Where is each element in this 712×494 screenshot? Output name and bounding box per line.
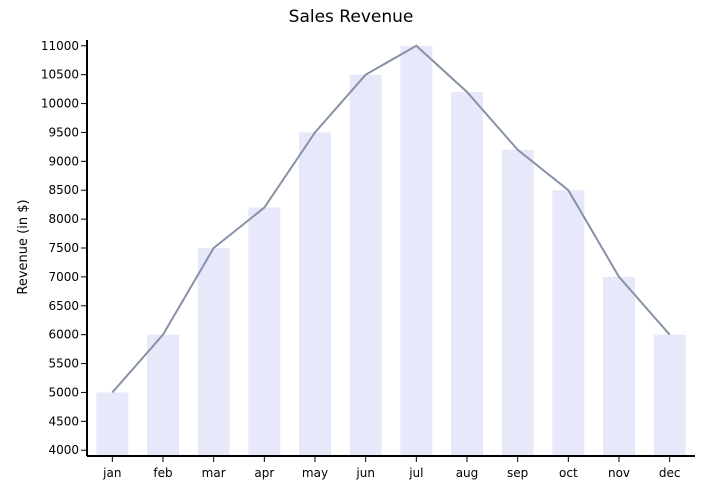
- bars-layer: [96, 45, 686, 457]
- y-tick-label: 4500: [48, 414, 79, 428]
- x-tick-label-jun: jun: [355, 466, 375, 480]
- y-tick-label: 5500: [48, 357, 79, 371]
- chart-title: Sales Revenue: [289, 7, 414, 27]
- y-tick-label: 10000: [41, 97, 79, 111]
- x-axis-layer: jan feb mar apr may jun jul aug sep oct nov dec: [87, 455, 695, 480]
- x-tick-label-jan: jan: [102, 466, 121, 480]
- y-tick-label: 9000: [48, 154, 79, 168]
- x-tick-label-mar: mar: [202, 466, 226, 480]
- bar-jan: [96, 392, 129, 456]
- bar-jun: [349, 74, 382, 457]
- y-tick-label: 7500: [48, 241, 79, 255]
- bar-apr: [248, 207, 281, 456]
- bar-nov: [603, 276, 635, 456]
- bar-feb: [147, 334, 179, 456]
- y-tick-label: 7000: [48, 270, 79, 284]
- y-tick-label: 11000: [41, 39, 79, 53]
- x-tick-label-nov: nov: [608, 466, 630, 480]
- y-tick-label: 6500: [48, 299, 79, 313]
- y-tick-label: 10500: [41, 68, 79, 82]
- bar-mar: [197, 248, 230, 456]
- x-tick-label-sep: sep: [507, 466, 528, 480]
- x-tick-label-dec: dec: [659, 466, 681, 480]
- x-tick-label-oct: oct: [559, 466, 578, 480]
- bar-sep: [501, 149, 534, 456]
- bar-aug: [451, 92, 483, 456]
- bar-dec: [653, 334, 686, 456]
- y-tick-label: 6000: [48, 328, 79, 342]
- trend-line: [111, 44, 671, 394]
- bar-jul: [400, 45, 433, 456]
- y-tick-label: 8000: [48, 212, 79, 226]
- bar-may: [299, 132, 331, 456]
- line-layer: [111, 44, 671, 394]
- x-tick-label-jul: jul: [408, 466, 423, 480]
- x-tick-label-may: may: [302, 466, 328, 480]
- bar-oct: [552, 190, 585, 456]
- y-tick-label: 8500: [48, 183, 79, 197]
- x-tick-label-apr: apr: [254, 466, 274, 480]
- y-tick-label: 5000: [48, 385, 79, 399]
- y-axis-label: Revenue (in $): [16, 199, 31, 294]
- y-axis-layer: 4000 4500 5000 5500 6000 6500 7000 7500 8000 8500…: [41, 39, 88, 457]
- y-tick-label: 9500: [48, 125, 79, 139]
- y-tick-label: 4000: [48, 443, 79, 457]
- x-tick-label-aug: aug: [456, 466, 479, 480]
- x-tick-label-feb: feb: [153, 466, 172, 480]
